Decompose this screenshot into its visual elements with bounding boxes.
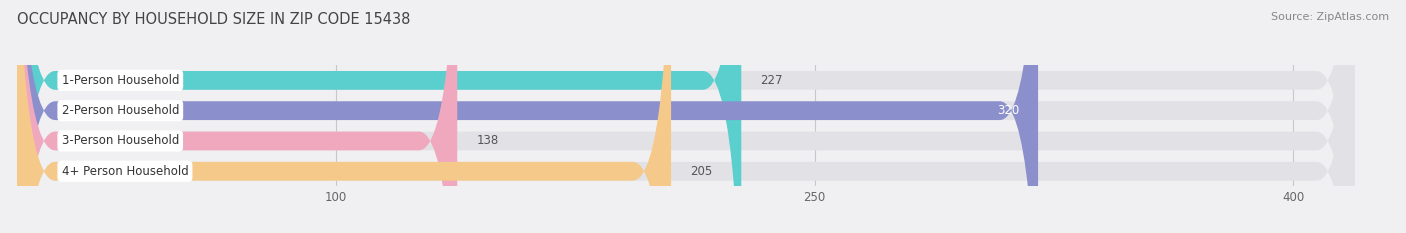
Text: OCCUPANCY BY HOUSEHOLD SIZE IN ZIP CODE 15438: OCCUPANCY BY HOUSEHOLD SIZE IN ZIP CODE … — [17, 12, 411, 27]
FancyBboxPatch shape — [17, 0, 1355, 233]
FancyBboxPatch shape — [17, 0, 457, 233]
FancyBboxPatch shape — [17, 0, 1355, 233]
Text: 3-Person Household: 3-Person Household — [62, 134, 179, 147]
Text: 138: 138 — [477, 134, 499, 147]
Text: 4+ Person Household: 4+ Person Household — [62, 165, 188, 178]
FancyBboxPatch shape — [17, 0, 1355, 233]
FancyBboxPatch shape — [17, 0, 671, 233]
Text: Source: ZipAtlas.com: Source: ZipAtlas.com — [1271, 12, 1389, 22]
FancyBboxPatch shape — [17, 0, 1038, 233]
FancyBboxPatch shape — [17, 0, 741, 233]
Text: 1-Person Household: 1-Person Household — [62, 74, 179, 87]
Text: 205: 205 — [690, 165, 713, 178]
FancyBboxPatch shape — [17, 0, 1355, 233]
Text: 2-Person Household: 2-Person Household — [62, 104, 179, 117]
Text: 320: 320 — [997, 104, 1019, 117]
Text: 227: 227 — [761, 74, 783, 87]
